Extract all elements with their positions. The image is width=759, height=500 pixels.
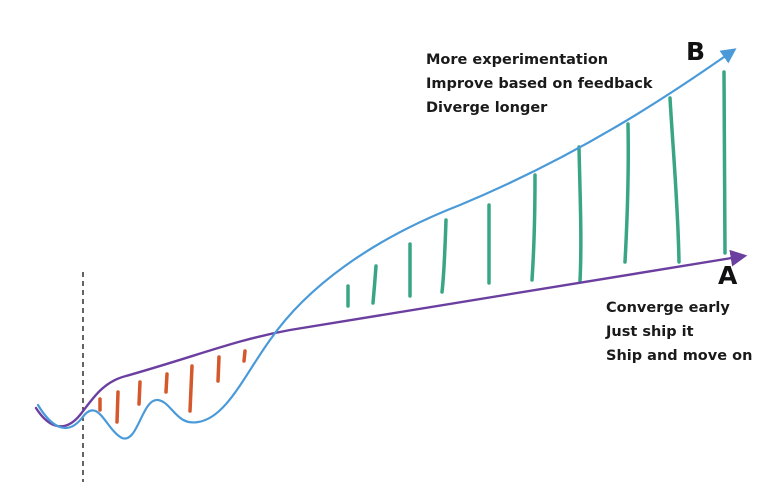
- early-mark: [164, 372, 169, 394]
- path-b-letter: B: [686, 37, 706, 66]
- late-mark: [577, 145, 583, 283]
- late-mark: [371, 264, 378, 305]
- path-a-note: Just ship it: [606, 324, 694, 340]
- late-mark: [668, 96, 681, 264]
- late-mark: [623, 122, 631, 264]
- path-a-line: [34, 249, 748, 428]
- late-iteration-marks: [346, 70, 727, 308]
- early-mark: [242, 349, 247, 363]
- early-iteration-marks: [98, 349, 247, 424]
- early-mark: [137, 380, 142, 406]
- late-mark: [722, 70, 727, 255]
- early-mark: [216, 355, 221, 383]
- early-mark: [188, 364, 194, 413]
- late-mark: [440, 218, 448, 294]
- path-a-note: Ship and move on: [606, 348, 753, 364]
- path-b-line: [36, 48, 737, 440]
- path-b-note: Improve based on feedback: [426, 76, 653, 92]
- early-mark: [115, 390, 120, 424]
- path-b-notes: More experimentation Improve based on fe…: [426, 48, 652, 120]
- path-b-note: More experimentation: [426, 52, 609, 68]
- late-mark: [530, 173, 537, 282]
- path-a-letter: A: [718, 261, 738, 290]
- path-b-note: Diverge longer: [426, 100, 548, 116]
- path-a-notes: Converge early Just ship it Ship and mov…: [606, 296, 752, 368]
- path-a-note: Converge early: [606, 300, 730, 316]
